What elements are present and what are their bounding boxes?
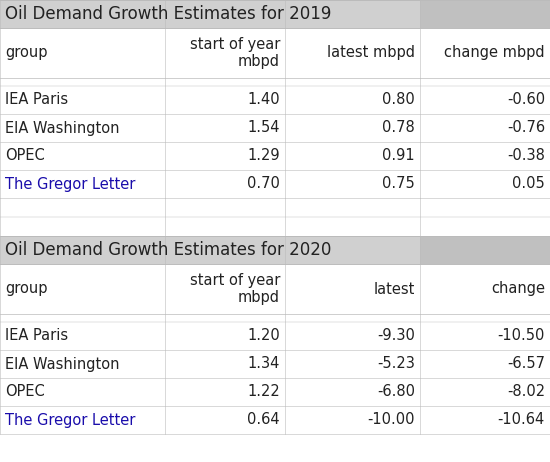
Bar bbox=[165, 322, 285, 350]
Bar bbox=[165, 236, 285, 264]
Text: The Gregor Letter: The Gregor Letter bbox=[5, 413, 135, 427]
Text: EIA Washington: EIA Washington bbox=[5, 121, 119, 135]
Bar bbox=[420, 86, 550, 114]
Bar bbox=[0, 264, 165, 314]
Bar bbox=[0, 86, 165, 114]
Bar bbox=[165, 78, 285, 86]
Text: -0.76: -0.76 bbox=[507, 121, 545, 135]
Bar bbox=[0, 322, 165, 350]
Bar bbox=[285, 28, 420, 78]
Bar bbox=[285, 86, 420, 114]
Bar bbox=[285, 142, 420, 170]
Text: change mbpd: change mbpd bbox=[444, 45, 545, 61]
Bar bbox=[285, 114, 420, 142]
Text: 1.34: 1.34 bbox=[248, 357, 280, 371]
Bar bbox=[0, 0, 165, 28]
Bar bbox=[285, 170, 420, 198]
Bar bbox=[420, 378, 550, 406]
Text: group: group bbox=[5, 281, 47, 297]
Text: 0.05: 0.05 bbox=[512, 176, 545, 192]
Bar bbox=[420, 264, 550, 314]
Bar bbox=[0, 198, 550, 236]
Text: 1.29: 1.29 bbox=[248, 148, 280, 164]
Bar bbox=[0, 236, 165, 264]
Bar bbox=[420, 78, 550, 86]
Bar bbox=[285, 314, 420, 322]
Text: 0.70: 0.70 bbox=[247, 176, 280, 192]
Bar bbox=[420, 322, 550, 350]
Text: group: group bbox=[5, 45, 47, 61]
Bar bbox=[0, 114, 165, 142]
Bar bbox=[285, 0, 420, 28]
Bar bbox=[165, 378, 285, 406]
Bar bbox=[165, 114, 285, 142]
Text: -6.57: -6.57 bbox=[507, 357, 545, 371]
Bar bbox=[285, 322, 420, 350]
Text: -10.50: -10.50 bbox=[498, 328, 545, 344]
Bar bbox=[285, 350, 420, 378]
Text: 0.91: 0.91 bbox=[382, 148, 415, 164]
Bar bbox=[165, 350, 285, 378]
Bar bbox=[285, 236, 420, 264]
Bar bbox=[420, 28, 550, 78]
Text: 1.22: 1.22 bbox=[248, 384, 280, 400]
Text: 1.54: 1.54 bbox=[248, 121, 280, 135]
Text: -6.80: -6.80 bbox=[377, 384, 415, 400]
Bar bbox=[165, 28, 285, 78]
Text: Oil Demand Growth Estimates for 2019: Oil Demand Growth Estimates for 2019 bbox=[5, 5, 331, 23]
Bar bbox=[165, 264, 285, 314]
Text: 0.64: 0.64 bbox=[248, 413, 280, 427]
Bar bbox=[285, 378, 420, 406]
Text: The Gregor Letter: The Gregor Letter bbox=[5, 176, 135, 192]
Bar bbox=[0, 406, 165, 434]
Bar bbox=[0, 78, 165, 86]
Text: -10.64: -10.64 bbox=[498, 413, 545, 427]
Text: Oil Demand Growth Estimates for 2020: Oil Demand Growth Estimates for 2020 bbox=[5, 241, 331, 259]
Bar bbox=[165, 314, 285, 322]
Bar bbox=[420, 170, 550, 198]
Bar bbox=[420, 0, 550, 28]
Bar bbox=[165, 142, 285, 170]
Bar bbox=[420, 314, 550, 322]
Text: -5.23: -5.23 bbox=[377, 357, 415, 371]
Text: -0.38: -0.38 bbox=[507, 148, 545, 164]
Text: IEA Paris: IEA Paris bbox=[5, 328, 68, 344]
Bar bbox=[0, 314, 165, 322]
Text: 0.78: 0.78 bbox=[382, 121, 415, 135]
Text: latest: latest bbox=[373, 281, 415, 297]
Bar bbox=[165, 0, 285, 28]
Bar bbox=[285, 406, 420, 434]
Bar bbox=[0, 142, 165, 170]
Text: -10.00: -10.00 bbox=[367, 413, 415, 427]
Text: start of year
mbpd: start of year mbpd bbox=[190, 37, 280, 69]
Text: change: change bbox=[491, 281, 545, 297]
Text: -9.30: -9.30 bbox=[377, 328, 415, 344]
Bar bbox=[0, 170, 165, 198]
Text: OPEC: OPEC bbox=[5, 148, 45, 164]
Text: -0.60: -0.60 bbox=[507, 92, 545, 108]
Bar bbox=[420, 114, 550, 142]
Text: 1.40: 1.40 bbox=[248, 92, 280, 108]
Text: 0.80: 0.80 bbox=[382, 92, 415, 108]
Bar bbox=[165, 406, 285, 434]
Text: latest mbpd: latest mbpd bbox=[327, 45, 415, 61]
Bar bbox=[420, 350, 550, 378]
Bar bbox=[420, 406, 550, 434]
Bar bbox=[420, 142, 550, 170]
Bar bbox=[420, 236, 550, 264]
Bar bbox=[285, 264, 420, 314]
Bar bbox=[0, 28, 165, 78]
Bar bbox=[0, 378, 165, 406]
Bar bbox=[165, 86, 285, 114]
Bar bbox=[165, 170, 285, 198]
Text: EIA Washington: EIA Washington bbox=[5, 357, 119, 371]
Text: OPEC: OPEC bbox=[5, 384, 45, 400]
Text: -8.02: -8.02 bbox=[507, 384, 545, 400]
Text: start of year
mbpd: start of year mbpd bbox=[190, 273, 280, 305]
Bar bbox=[285, 78, 420, 86]
Bar bbox=[0, 350, 165, 378]
Text: IEA Paris: IEA Paris bbox=[5, 92, 68, 108]
Text: 1.20: 1.20 bbox=[248, 328, 280, 344]
Text: 0.75: 0.75 bbox=[382, 176, 415, 192]
